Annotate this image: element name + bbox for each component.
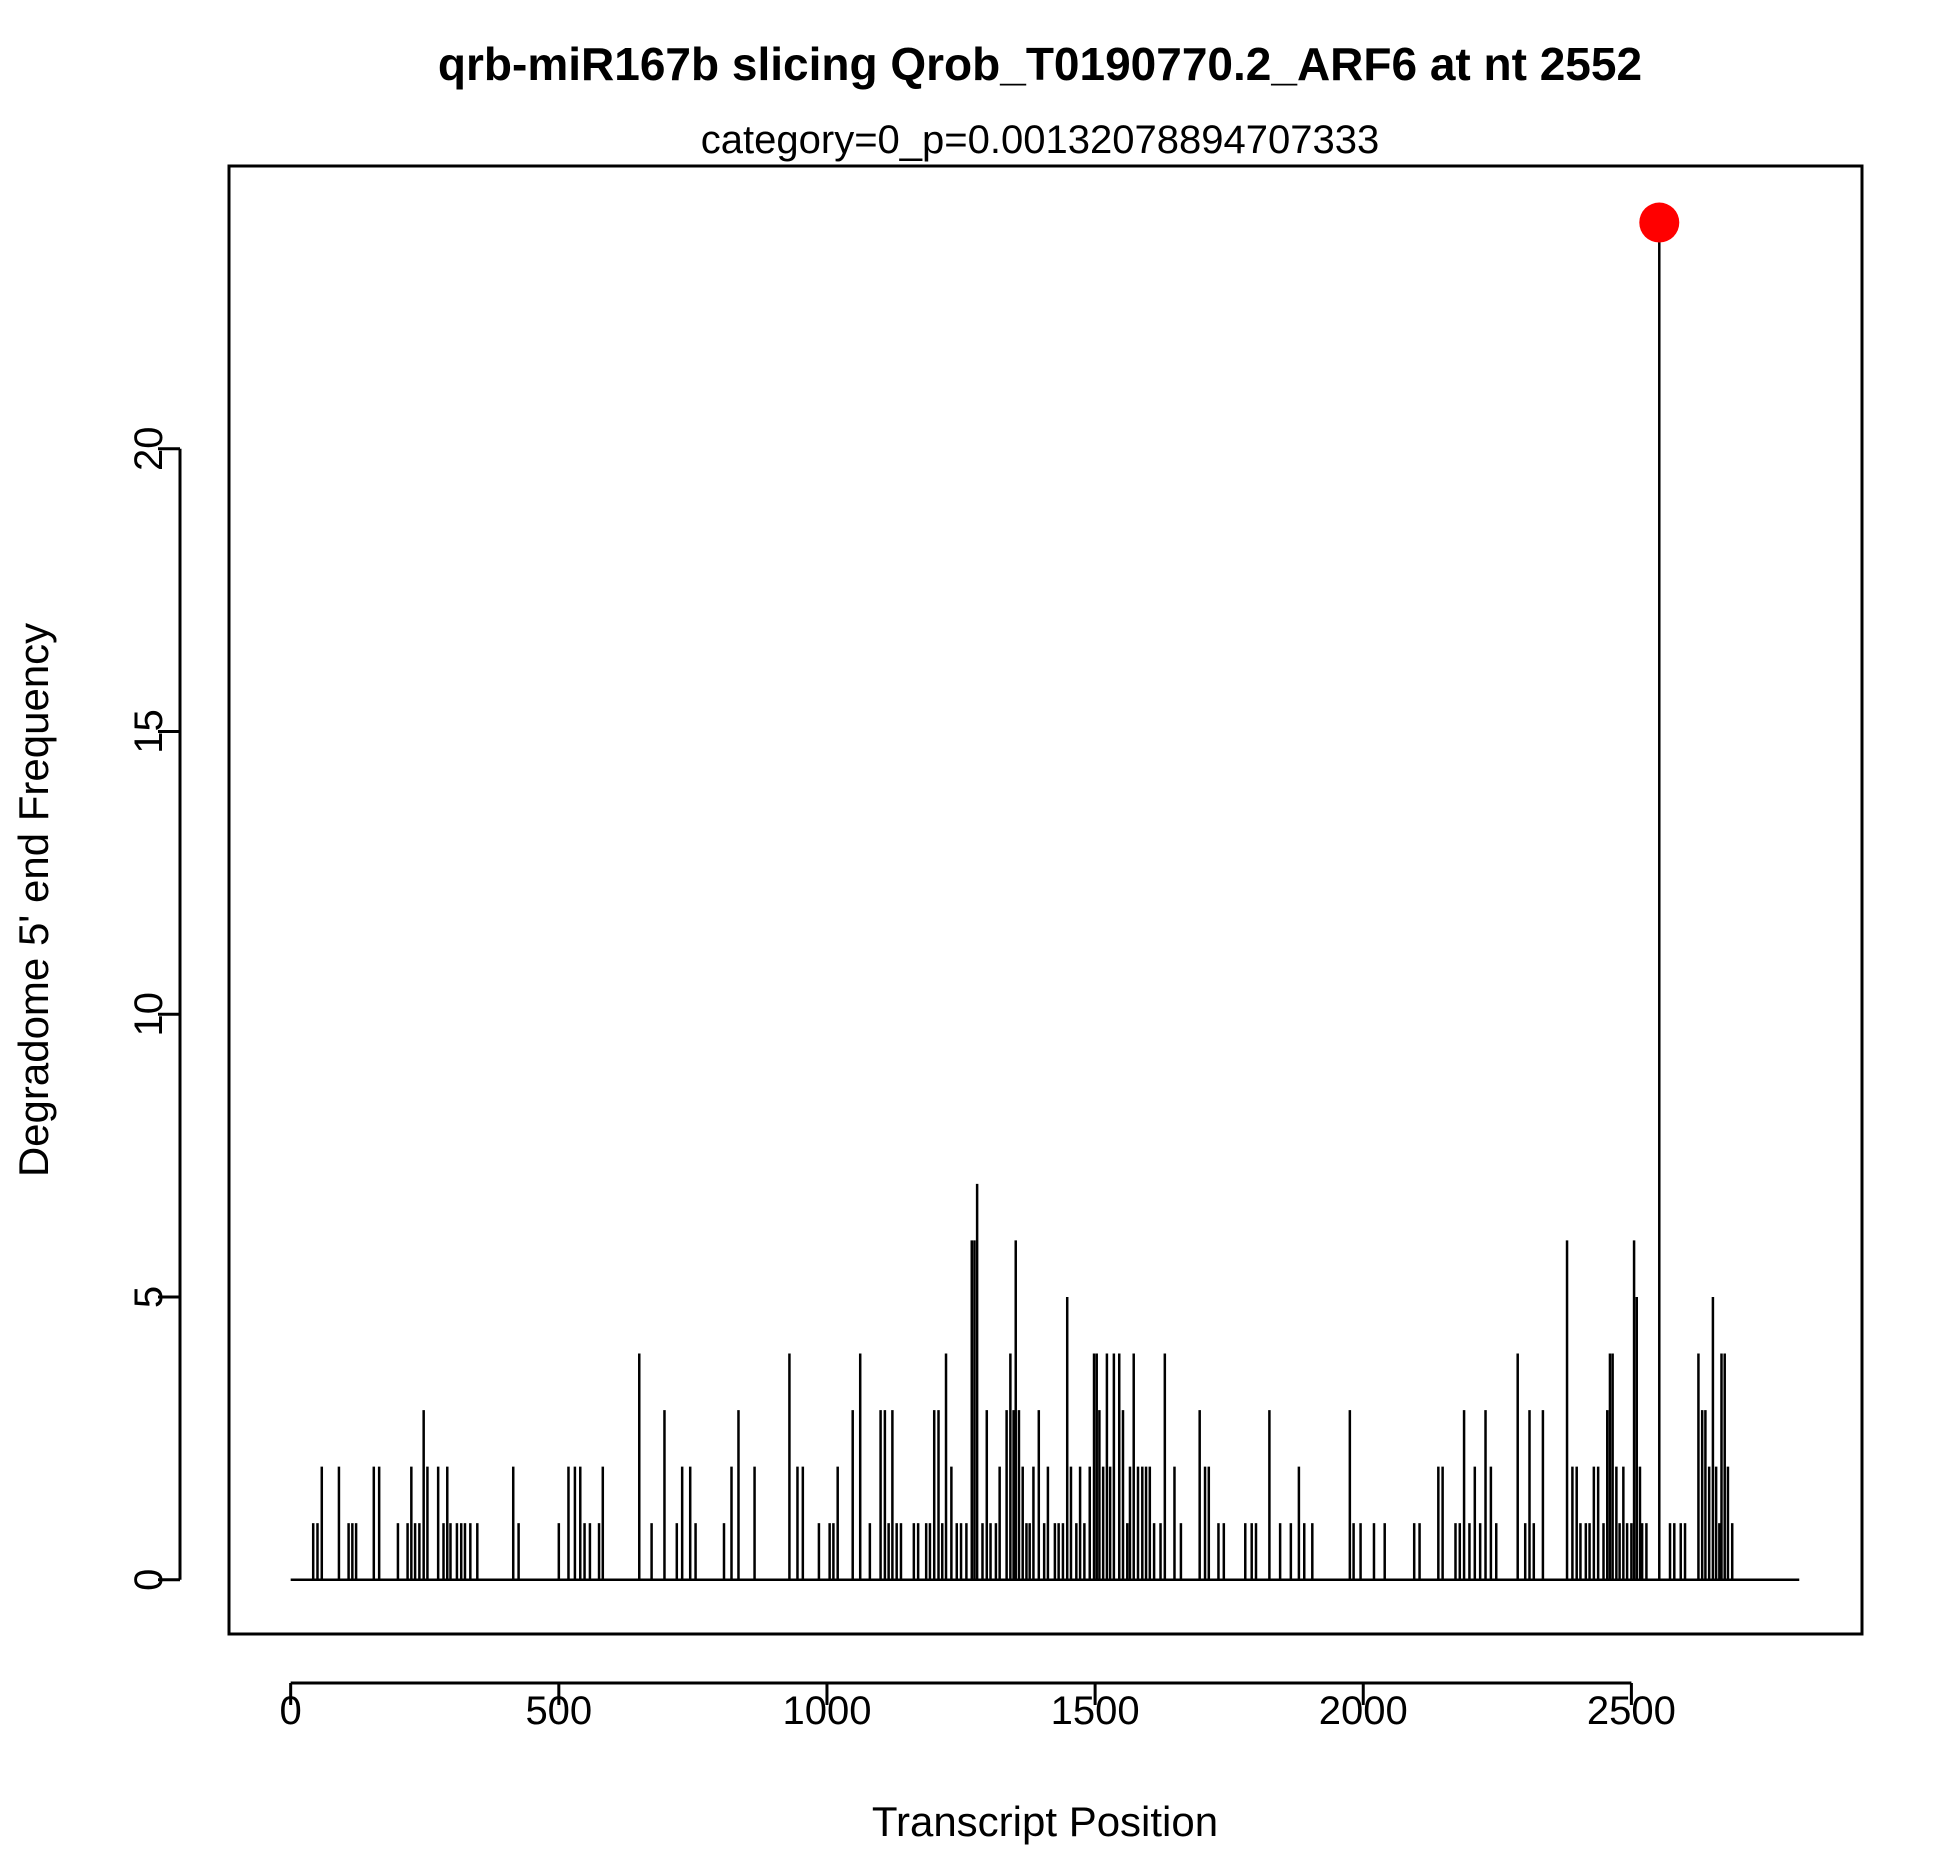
x-axis-label: Transcript Position [872,1798,1218,1845]
x-tick-label: 2500 [1587,1689,1676,1733]
y-tick-label: 15 [127,709,171,754]
plot-frame [227,164,1864,1636]
x-tick-label: 1500 [1051,1689,1140,1733]
y-tick-label: 0 [127,1569,171,1591]
y-tick-label: 5 [127,1286,171,1308]
cleavage-site-marker [1639,202,1680,243]
x-tick-label: 1000 [782,1689,871,1733]
x-tick-label: 500 [525,1689,592,1733]
chart-title: qrb-miR167b slicing Qrob_T0190770.2_ARF6… [438,38,1642,90]
x-axis: 0 500 1000 1500 2000 2500 [280,1681,1676,1733]
y-axis-label: Degradome 5' end Frequency [10,623,57,1177]
chart-subtitle: category=0_p=0.00132078894707333 [701,118,1379,162]
y-axis: 0 5 10 15 20 [127,426,182,1591]
x-tick-label: 0 [280,1689,302,1733]
data-layer [290,202,1800,1581]
x-tick-label: 2000 [1319,1689,1408,1733]
y-tick-label: 10 [127,992,171,1037]
y-tick-label: 20 [127,426,171,471]
